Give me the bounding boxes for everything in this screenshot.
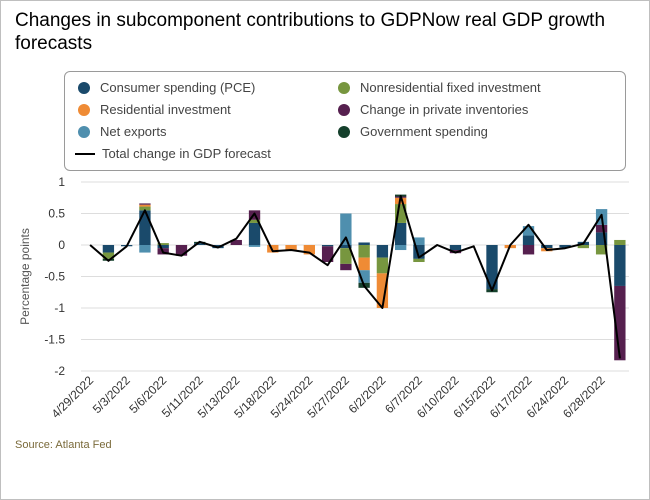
- legend-label-inv: Change in private inventories: [360, 102, 529, 117]
- bar-res: [139, 204, 151, 207]
- chart-title: Changes in subcomponent contributions to…: [15, 10, 606, 54]
- bar-res: [376, 273, 389, 308]
- bar-nfi: [340, 248, 352, 264]
- bar-nfi: [102, 252, 115, 259]
- bar-pce: [321, 245, 334, 247]
- y-tick-label: -1.5: [44, 333, 65, 347]
- bar-pce: [522, 235, 535, 245]
- bar-nfi: [376, 257, 389, 274]
- legend-label-nfi: Nonresidential fixed investment: [360, 80, 541, 95]
- bar-pce: [139, 210, 151, 245]
- bar-inv: [595, 224, 608, 233]
- y-tick-label: 1: [58, 175, 65, 189]
- bar-nfi: [614, 239, 626, 245]
- bar-inv: [139, 203, 151, 205]
- total-line: [89, 194, 621, 359]
- legend: Consumer spending (PCE) Nonresidential f…: [64, 71, 626, 171]
- legend-swatch-pce: [78, 81, 90, 94]
- bar-nfi: [248, 219, 261, 223]
- bar-nx: [248, 245, 261, 247]
- bar-pce: [248, 222, 261, 245]
- bar-inv: [230, 239, 242, 245]
- bar-inv: [522, 245, 535, 255]
- x-tick-label: 4/29/2022: [49, 373, 97, 421]
- bar-pce: [358, 242, 370, 245]
- legend-item-total: Total change in GDP forecast: [75, 146, 271, 161]
- bar-nfi: [577, 245, 589, 249]
- bar-nx: [139, 245, 151, 253]
- bar-pce: [559, 245, 571, 248]
- legend-item-nx: Net exports: [78, 124, 166, 139]
- bar-nfi: [358, 245, 370, 258]
- bar-pce: [541, 245, 553, 249]
- legend-item-inv: Change in private inventories: [338, 102, 528, 117]
- bar-nfi: [395, 204, 407, 223]
- y-tick-label: -1: [54, 301, 65, 315]
- legend-label-nx: Net exports: [100, 124, 167, 139]
- y-tick-label: 0: [58, 238, 65, 252]
- bar-nx: [413, 237, 425, 245]
- bar-pce: [340, 245, 352, 249]
- bar-nx: [340, 213, 352, 245]
- bar-pce: [376, 245, 389, 258]
- bar-pce: [395, 222, 407, 245]
- bar-pce: [595, 232, 608, 245]
- x-tick-label: 5/3/2022: [90, 373, 133, 416]
- bar-res: [303, 245, 315, 255]
- bar-pce: [157, 245, 169, 249]
- y-tick-label: -0.5: [44, 270, 65, 284]
- bar-pce: [614, 245, 626, 286]
- bar-pce: [486, 245, 498, 290]
- legend-swatch-inv: [338, 103, 350, 116]
- bar-nfi: [595, 245, 608, 255]
- bar-nx: [358, 270, 370, 283]
- bar-inv: [321, 246, 334, 263]
- legend-swatch-nx: [78, 125, 90, 138]
- legend-item-nfi: Nonresidential fixed investment: [338, 80, 541, 95]
- legend-item-gov: Government spending: [338, 124, 488, 139]
- y-tick-label: -2: [54, 364, 65, 378]
- x-tick-label: 6/2/2022: [346, 373, 389, 416]
- y-tick-label: 0.5: [48, 207, 65, 221]
- bar-pce: [194, 243, 206, 245]
- bar-res: [267, 245, 279, 253]
- legend-swatch-gov: [338, 125, 350, 138]
- bar-res: [358, 257, 370, 271]
- bar-inv: [340, 263, 352, 271]
- legend-item-pce: Consumer spending (PCE): [78, 80, 255, 95]
- bar-nfi: [157, 243, 169, 245]
- y-axis-label: Percentage points: [18, 228, 32, 325]
- bar-nfi: [413, 258, 425, 263]
- legend-label-res: Residential investment: [100, 102, 231, 117]
- legend-swatch-nfi: [338, 81, 350, 94]
- legend-item-res: Residential investment: [78, 102, 231, 117]
- legend-label-pce: Consumer spending (PCE): [100, 80, 256, 95]
- bar-nx: [395, 245, 407, 251]
- source-note: Source: Atlanta Fed: [15, 439, 112, 451]
- bar-res: [285, 245, 297, 251]
- bar-nx: [522, 226, 535, 236]
- bar-pce: [102, 245, 115, 253]
- bar-inv: [614, 285, 626, 361]
- legend-swatch-total: [75, 152, 95, 155]
- legend-label-total: Total change in GDP forecast: [102, 146, 271, 161]
- bar-pce: [413, 245, 425, 259]
- bar-inv: [175, 245, 188, 256]
- legend-label-gov: Government spending: [360, 124, 488, 139]
- bar-pce: [449, 245, 462, 251]
- legend-swatch-res: [78, 103, 90, 116]
- bar-nfi: [139, 206, 151, 211]
